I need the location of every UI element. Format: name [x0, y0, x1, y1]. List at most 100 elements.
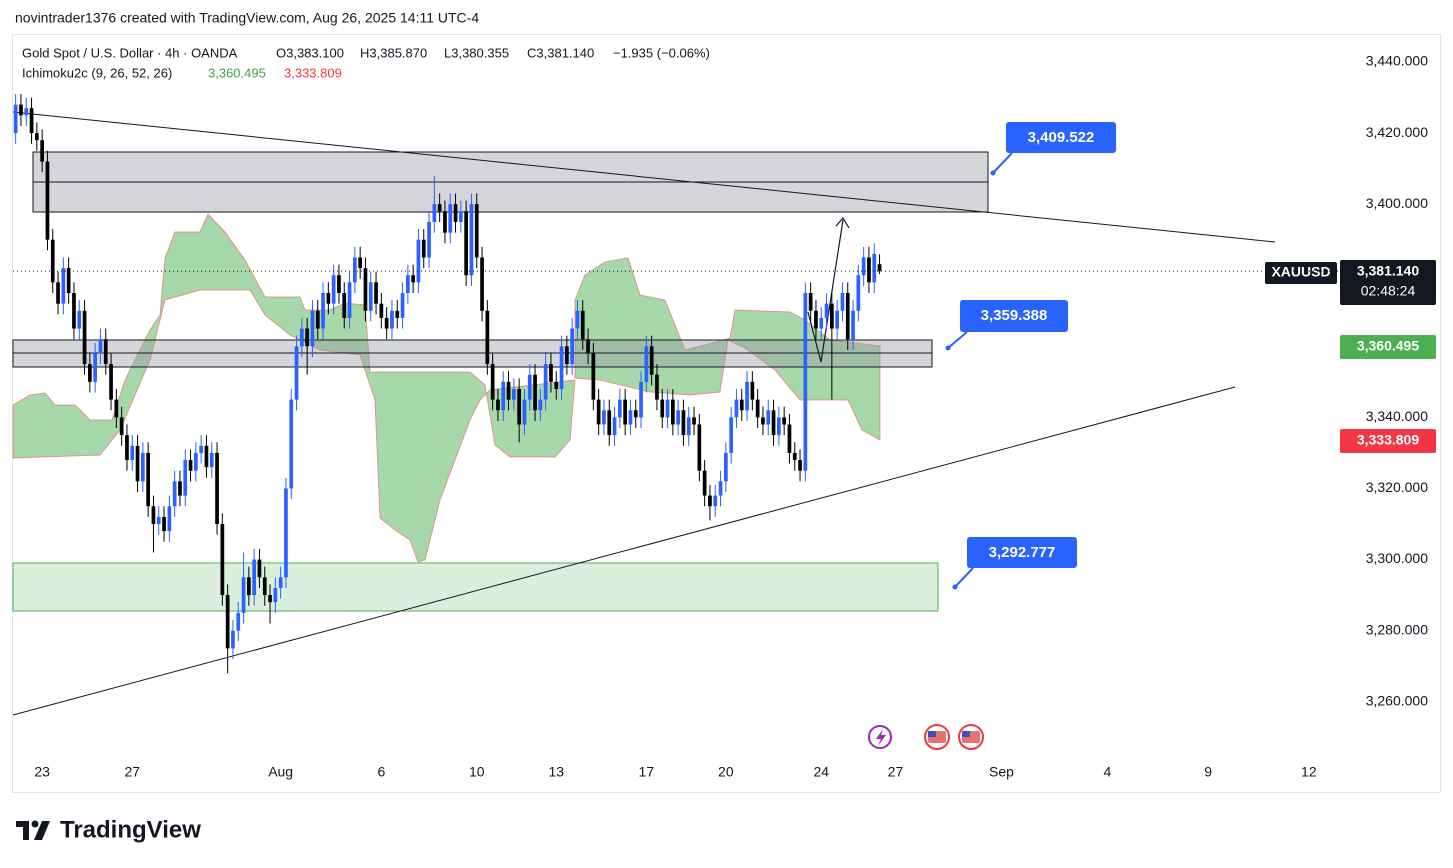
candle-body	[639, 381, 643, 418]
candle-body	[146, 452, 151, 507]
candle-body	[352, 257, 357, 283]
x-tick-label: 24	[813, 764, 829, 780]
candle-body	[771, 410, 776, 436]
candle-body	[464, 211, 469, 276]
candle-body	[310, 310, 315, 347]
candle-body	[130, 445, 135, 461]
candle-body	[183, 460, 188, 496]
candle-body	[602, 410, 606, 425]
x-tick-label: 12	[1301, 764, 1317, 780]
candle-body	[761, 417, 765, 425]
candle-body	[151, 506, 156, 525]
logo-mark	[31, 820, 39, 828]
y-tick-label: 3,400.000	[1366, 195, 1428, 211]
candle-body	[511, 388, 516, 400]
candle-body	[612, 417, 617, 436]
x-tick-label: 23	[34, 764, 50, 780]
candle-body	[623, 399, 628, 425]
candle-body	[135, 445, 140, 482]
candle-body	[798, 460, 802, 471]
event-glyph	[876, 729, 886, 746]
candle-body	[649, 346, 654, 375]
candle-body	[347, 282, 352, 318]
candle-body	[803, 293, 808, 471]
candle-body	[538, 399, 543, 411]
candle-body	[156, 516, 161, 525]
legend-open: O3,383.100	[276, 45, 344, 60]
candle-body	[792, 452, 797, 461]
candle-body	[114, 399, 119, 418]
candle-body	[644, 346, 649, 382]
candle-body	[458, 211, 463, 222]
y-tick-label: 3,340.000	[1366, 408, 1428, 424]
candle-body	[660, 399, 665, 418]
candle-body	[633, 410, 638, 418]
candle-body	[13, 104, 18, 134]
candle-body	[697, 424, 702, 471]
candle-body	[750, 381, 755, 400]
candle-body	[851, 310, 855, 340]
legend-change: −1.935 (−0.06%)	[613, 45, 710, 60]
candle-body	[575, 310, 580, 329]
callouts: 3,409.522 3,359.388 3,292.777	[945, 122, 1116, 590]
callout-box	[960, 300, 1068, 332]
candle-body	[262, 577, 267, 596]
candle-body	[506, 381, 511, 400]
candle-body	[87, 364, 92, 382]
candle-body	[564, 346, 569, 365]
candle-body	[480, 257, 484, 311]
candle-body	[199, 445, 204, 453]
legend-high: H3,385.870	[360, 45, 427, 60]
candle-body	[246, 577, 251, 596]
symbol-tag	[1265, 262, 1337, 284]
candle-body	[140, 452, 145, 482]
candle-body	[559, 346, 564, 389]
candle-body	[416, 239, 421, 283]
candle-body	[421, 239, 426, 258]
candle-body	[729, 417, 734, 453]
candle-body	[225, 595, 230, 649]
candle-body	[299, 328, 304, 347]
candle-body	[437, 204, 442, 212]
candle-body	[98, 339, 103, 354]
trendline	[12, 386, 1236, 716]
candle-body	[586, 339, 590, 354]
candle-body	[342, 293, 347, 318]
candle-body	[840, 293, 845, 311]
candle-body	[209, 452, 214, 468]
candle-body	[670, 399, 675, 425]
candle-body	[284, 488, 288, 578]
candle-body	[119, 417, 124, 436]
cloud-a-value: 3,360.495	[1357, 338, 1419, 354]
candle-body	[167, 506, 172, 532]
candle-body	[278, 577, 283, 588]
candle-body	[617, 399, 622, 418]
y-axis: 3,440.000 3,420.000 3,400.000 3,340.000 3,32…	[1366, 53, 1428, 709]
candle-body	[580, 310, 585, 340]
x-tick-label: 6	[377, 764, 385, 780]
candle-body	[867, 257, 871, 283]
indicator-value: 3,333.809	[284, 65, 342, 80]
candle-body	[220, 524, 225, 596]
candle-body	[808, 293, 813, 311]
candle-body	[379, 303, 384, 318]
candle-body	[734, 399, 739, 418]
candle-body	[188, 460, 193, 471]
candle-body	[241, 577, 246, 613]
candle-body	[321, 293, 325, 329]
candle-body	[34, 133, 39, 141]
candle-body	[273, 587, 278, 603]
x-tick-label: 17	[639, 764, 655, 780]
support-zone	[12, 562, 939, 612]
candle-body	[19, 104, 23, 116]
candle-body	[708, 495, 712, 507]
candle-body	[236, 612, 241, 631]
indicator-name: Ichimoku2c (9, 26, 52, 26)	[22, 65, 172, 80]
footer-logo: TradingView	[16, 816, 201, 843]
candle-body	[755, 399, 760, 418]
x-tick-label: 10	[469, 764, 485, 780]
candle-body	[453, 204, 458, 222]
candle-body	[82, 310, 87, 365]
candle-body	[814, 310, 818, 329]
last-price: 3,381.140	[1357, 263, 1419, 279]
